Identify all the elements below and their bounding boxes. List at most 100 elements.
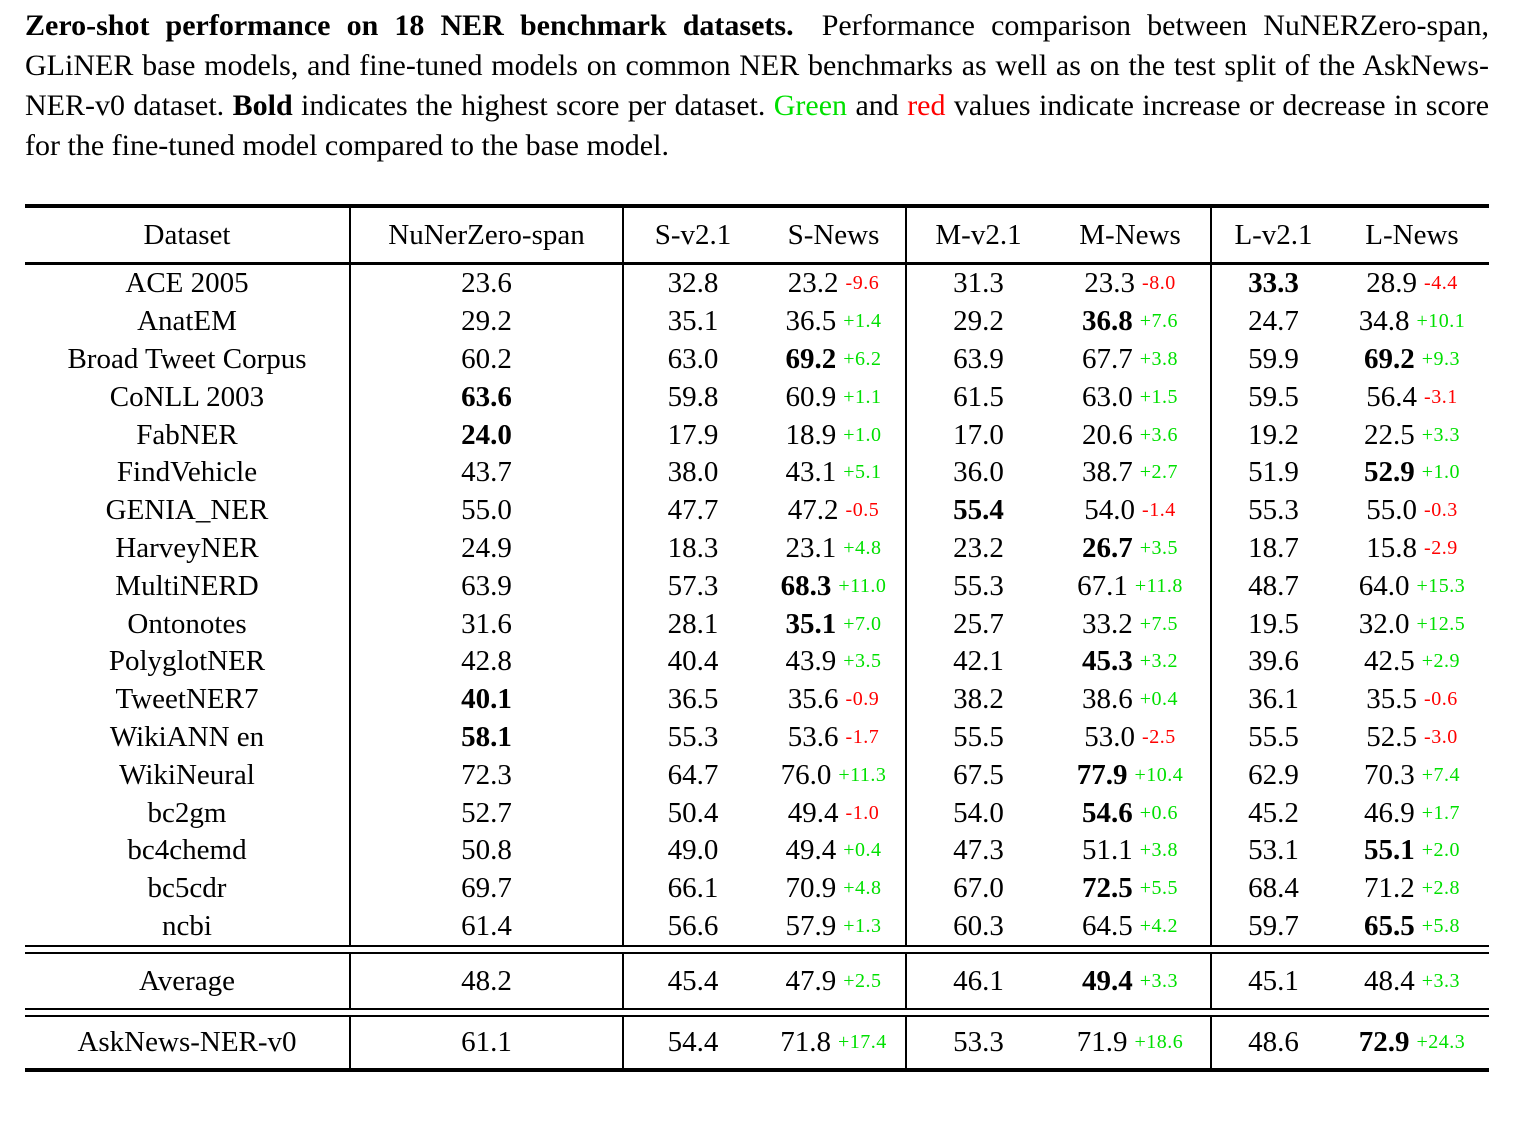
caption-body-2: indicates the highest score per dataset. — [301, 89, 774, 122]
score-delta: +1.0 — [1421, 461, 1461, 484]
score-value: 63.9 — [461, 569, 512, 602]
score-cell: 56.6 — [622, 907, 762, 946]
score-cell: 55.5 — [905, 718, 1050, 757]
score-value: 69.7 — [461, 872, 512, 905]
score-value: 55.5 — [1248, 720, 1299, 753]
score-cell: 71.8 +17.4 — [762, 1017, 905, 1068]
score-value: 54.6 — [1081, 796, 1133, 829]
score-cell: 38.7 +2.7 — [1050, 454, 1210, 492]
score-cell: 43.7 — [349, 453, 622, 492]
score-cell: 50.8 — [349, 831, 622, 870]
score-cell: 52.9 +1.0 — [1335, 454, 1489, 492]
score-value: 38.6 — [1081, 683, 1133, 716]
score-cell: 67.1 +11.8 — [1050, 567, 1210, 605]
score-cell: 39.6 — [1210, 642, 1335, 681]
score-delta: -9.6 — [845, 272, 880, 295]
table-row: AskNews-NER-v0 61.1 54.4 71.8 +17.4 53.3 71.9 +… — [25, 1017, 1489, 1069]
dataset-name: ncbi — [162, 909, 212, 942]
score-value: 39.6 — [1248, 645, 1299, 678]
score-cell: 53.1 — [1210, 831, 1335, 870]
dataset-name: Broad Tweet Corpus — [67, 342, 307, 375]
score-value: 51.1 — [1081, 834, 1133, 867]
score-delta: +11.3 — [838, 763, 887, 786]
dataset-name: Average — [138, 964, 236, 997]
score-cell: 59.8 — [622, 378, 762, 417]
score-delta: +2.8 — [1421, 877, 1461, 900]
score-value: 23.1 — [785, 531, 837, 564]
score-value: 49.4 — [787, 796, 839, 829]
score-delta: -8.0 — [1142, 272, 1176, 295]
caption-green-word: Green — [773, 89, 848, 122]
score-value: 55.4 — [953, 494, 1004, 527]
score-value: 77.9 — [1076, 758, 1128, 791]
score-value: 55.3 — [953, 569, 1004, 602]
score-delta: +12.5 — [1416, 612, 1466, 635]
score-delta: +18.6 — [1134, 1031, 1184, 1054]
score-value: 45.4 — [667, 964, 719, 997]
score-cell: 18.3 — [622, 529, 762, 568]
score-delta: +5.8 — [1421, 914, 1461, 937]
score-cell: 33.2 +7.5 — [1050, 605, 1210, 643]
score-cell: 19.5 — [1210, 605, 1335, 643]
score-value: 42.5 — [1363, 645, 1415, 678]
score-value: 17.0 — [953, 418, 1004, 451]
score-cell: 33.3 — [1210, 265, 1335, 303]
score-value: 20.6 — [1081, 418, 1133, 451]
score-delta: +3.3 — [1421, 423, 1461, 446]
score-cell: 64.7 — [622, 756, 762, 795]
score-cell: 54.4 — [622, 1017, 762, 1069]
score-value: 33.3 — [1248, 267, 1299, 300]
dataset-name: WikiANN en — [109, 720, 265, 753]
score-cell: 18.9 +1.0 — [762, 416, 905, 454]
dataset-name: AskNews-NER-v0 — [77, 1026, 297, 1059]
score-cell: 35.1 — [622, 302, 762, 341]
score-delta: +24.3 — [1416, 1031, 1466, 1054]
score-cell: 28.1 — [622, 605, 762, 643]
dataset-name: AnatEM — [137, 305, 237, 338]
score-cell: 54.6 +0.6 — [1050, 794, 1210, 832]
score-cell: 49.4 -1.0 — [762, 794, 905, 832]
score-cell: 57.9 +1.3 — [762, 908, 905, 946]
score-cell: 49.4 +3.3 — [1050, 954, 1210, 1008]
dataset-name: GENIA_NER — [105, 494, 269, 527]
score-value: 36.0 — [953, 456, 1004, 489]
score-cell: 60.2 — [349, 340, 622, 379]
score-cell: 63.0 +1.5 — [1050, 378, 1210, 416]
score-delta: -1.4 — [1142, 499, 1176, 522]
score-cell: 62.9 — [1210, 756, 1335, 795]
score-delta: +2.5 — [843, 969, 882, 992]
score-value: 55.3 — [667, 720, 719, 753]
score-value: 32.8 — [667, 267, 719, 300]
score-cell: 47.3 — [905, 831, 1050, 870]
score-value: 71.2 — [1363, 872, 1415, 905]
score-delta: +7.4 — [1421, 763, 1461, 786]
score-delta: +0.4 — [1139, 688, 1179, 711]
score-cell: 59.7 — [1210, 907, 1335, 946]
score-delta: +4.2 — [1139, 914, 1179, 937]
score-cell: 15.8 -2.9 — [1335, 530, 1489, 568]
score-cell: 60.9 +1.1 — [762, 378, 905, 416]
score-value: 56.4 — [1366, 380, 1418, 413]
caption-red-word: red — [907, 89, 946, 122]
score-value: 54.0 — [953, 796, 1004, 829]
score-cell: 23.1 +4.8 — [762, 530, 905, 568]
score-value: 19.5 — [1248, 607, 1299, 640]
score-cell: 63.9 — [905, 340, 1050, 379]
score-delta: +9.3 — [1421, 347, 1461, 370]
score-value: 63.0 — [1081, 380, 1133, 413]
score-cell: 23.2 -9.6 — [762, 265, 905, 303]
table-body: ACE 2005 23.6 32.8 23.2 -9.6 31.3 23.3 -8.0 33.3… — [25, 265, 1489, 946]
score-value: 67.1 — [1077, 569, 1128, 602]
table-row: HarveyNER 24.9 18.3 23.1 +4.8 23.2 26.7 +3.5 18.… — [25, 529, 1489, 568]
score-value: 31.6 — [461, 607, 512, 640]
score-value: 76.0 — [780, 758, 832, 791]
score-value: 33.2 — [1081, 607, 1133, 640]
score-value: 48.4 — [1363, 964, 1415, 997]
score-value: 53.0 — [1084, 720, 1136, 753]
score-cell: 38.2 — [905, 680, 1050, 719]
score-delta: +3.8 — [1139, 347, 1179, 370]
score-value: 54.4 — [667, 1026, 719, 1059]
score-delta: +0.6 — [1139, 801, 1179, 824]
score-cell: 23.2 — [905, 529, 1050, 568]
score-value: 23.6 — [461, 267, 512, 300]
